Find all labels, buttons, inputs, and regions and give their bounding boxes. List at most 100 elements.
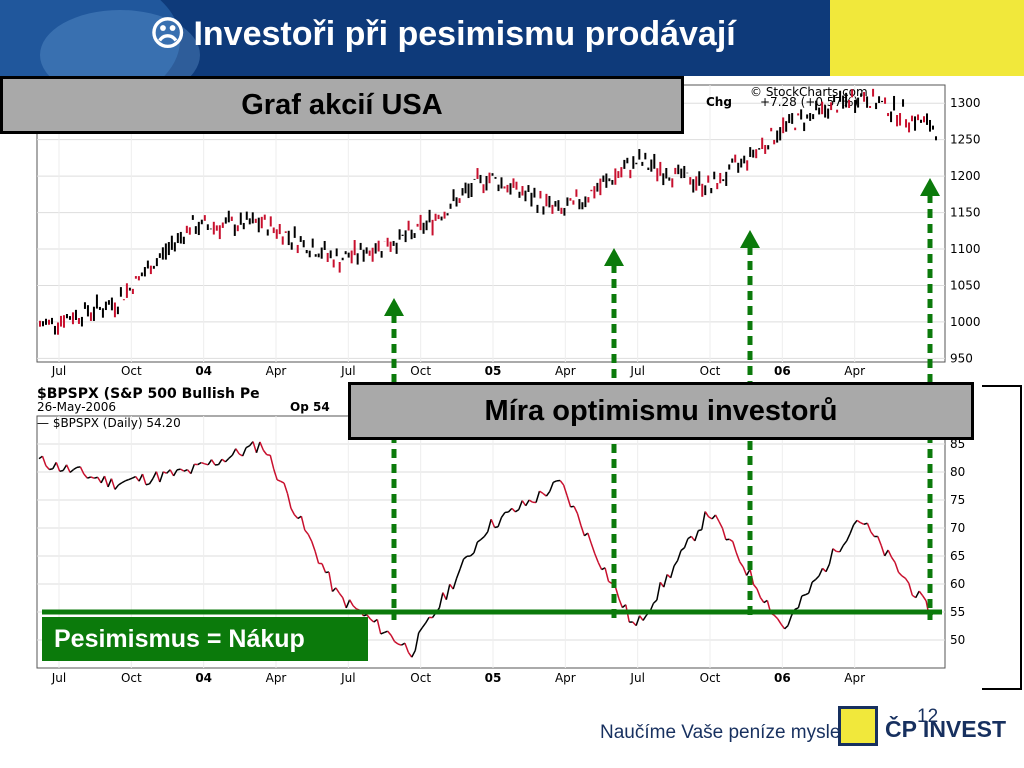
bullish-line-segment xyxy=(73,466,78,471)
bullish-line-segment xyxy=(801,594,806,597)
bullish-line-segment xyxy=(559,480,565,486)
bullish-line-segment xyxy=(714,514,720,522)
bullish-open: Op 54 xyxy=(290,400,330,414)
bullish-tick-label: 55 xyxy=(950,605,965,619)
bullish-line-segment xyxy=(525,499,530,507)
bullish-legend: — $BPSPX (Daily) 54.20 xyxy=(37,416,181,430)
bullish-line-segment xyxy=(528,499,534,503)
bullish-line-segment xyxy=(853,519,858,526)
background-pattern xyxy=(0,0,180,76)
bullish-line-segment xyxy=(535,490,541,503)
bullish-x-tick-label: Apr xyxy=(555,671,576,685)
bullish-line-segment xyxy=(59,469,64,473)
bullish-line-segment xyxy=(452,577,458,590)
bullish-line-segment xyxy=(166,469,171,474)
bullish-line-segment xyxy=(455,568,461,579)
bullish-line-segment xyxy=(787,615,793,626)
page-title: ☹ Investoři při pesimismu prodávají xyxy=(150,14,736,54)
bullish-line-segment xyxy=(445,584,451,600)
bullish-line-segment xyxy=(110,478,116,490)
price-x-tick-label: Oct xyxy=(121,364,142,378)
bullish-line-segment xyxy=(152,471,158,479)
bullish-line-segment xyxy=(90,476,95,479)
price-tick-label: 1250 xyxy=(950,133,981,147)
bullish-line-segment xyxy=(759,597,765,604)
bullish-line-segment xyxy=(207,459,213,466)
bullish-line-segment xyxy=(811,578,817,583)
bullish-line-segment xyxy=(822,567,827,573)
bullish-tick-label: 50 xyxy=(950,633,965,647)
bullish-line-segment xyxy=(114,484,119,490)
chg-label: Chg xyxy=(706,95,732,109)
bullish-line-segment xyxy=(283,482,289,494)
bullish-line-segment xyxy=(745,568,751,576)
arrow-head-icon xyxy=(740,230,760,248)
bullish-line-segment xyxy=(387,630,392,636)
price-x-tick-label: 05 xyxy=(485,364,502,378)
arrow-head-icon xyxy=(920,178,940,196)
bullish-line-segment xyxy=(224,457,230,463)
bullish-line-segment xyxy=(300,516,306,531)
price-tick-label: 1000 xyxy=(950,315,981,329)
bullish-line-segment xyxy=(908,583,914,596)
bullish-line-segment xyxy=(79,466,85,475)
bullish-line-segment xyxy=(290,507,296,516)
bullish-line-segment xyxy=(476,538,482,543)
bullish-line-segment xyxy=(338,592,344,599)
bullish-line-segment xyxy=(680,547,685,552)
bullish-line-segment xyxy=(721,528,727,540)
bullish-line-segment xyxy=(694,530,699,542)
bullish-line-segment xyxy=(438,592,444,608)
bullish-line-segment xyxy=(915,590,920,599)
bullish-x-tick-label: 05 xyxy=(485,671,502,685)
bullish-line-segment xyxy=(576,513,582,526)
bullish-line-segment xyxy=(349,599,354,607)
price-tick-label: 1300 xyxy=(950,96,981,110)
bullish-line-segment xyxy=(197,461,202,466)
bullish-line-segment xyxy=(41,455,47,466)
bullish-line-segment xyxy=(180,468,185,472)
bullish-line-segment xyxy=(901,575,906,579)
bullish-line-segment xyxy=(922,595,927,602)
price-tick-label: 1200 xyxy=(950,169,981,183)
bullish-line-segment xyxy=(103,475,109,488)
bullish-line-segment xyxy=(676,550,682,561)
bullish-line-segment xyxy=(870,531,875,537)
bullish-line-segment xyxy=(418,627,423,634)
bullish-line-segment xyxy=(587,532,592,544)
bullish-line-segment xyxy=(342,597,347,609)
bullish-line-segment xyxy=(842,540,848,546)
bullish-line-segment xyxy=(411,650,416,658)
header-accent xyxy=(830,0,1024,76)
bullish-line-segment xyxy=(918,590,924,597)
bullish-line-segment xyxy=(739,561,744,568)
bullish-line-segment xyxy=(321,563,327,573)
bullish-line-segment xyxy=(725,538,730,541)
pessimism-buy-label: Pesimismus = Nákup xyxy=(42,617,368,661)
bullish-line-segment xyxy=(331,587,337,593)
bullish-line-segment xyxy=(397,643,402,646)
bullish-line-segment xyxy=(200,461,205,465)
bullish-line-segment xyxy=(673,560,679,567)
bullish-line-segment xyxy=(594,553,599,563)
bullish-line-segment xyxy=(704,511,710,518)
bullish-line-segment xyxy=(494,525,499,529)
bullish-x-tick-label: Jul xyxy=(51,671,66,685)
price-tick-label: 1150 xyxy=(950,206,981,220)
bullish-line-segment xyxy=(459,558,465,570)
bullish-line-segment xyxy=(897,571,903,577)
bullish-line-segment xyxy=(604,567,610,582)
bullish-line-segment xyxy=(804,592,810,596)
panel-bracket xyxy=(982,385,1022,690)
bullish-line-segment xyxy=(155,471,161,483)
bullish-line-segment xyxy=(449,583,454,590)
bullish-line-segment xyxy=(62,464,68,471)
bullish-line-segment xyxy=(663,574,668,588)
bullish-line-segment xyxy=(573,505,579,514)
bullish-tick-label: 60 xyxy=(950,577,965,591)
bullish-line-segment xyxy=(414,632,420,651)
price-x-tick-label: Apr xyxy=(844,364,865,378)
bullish-line-segment xyxy=(553,480,558,483)
bullish-line-segment xyxy=(828,548,834,565)
bullish-line-segment xyxy=(100,475,106,484)
